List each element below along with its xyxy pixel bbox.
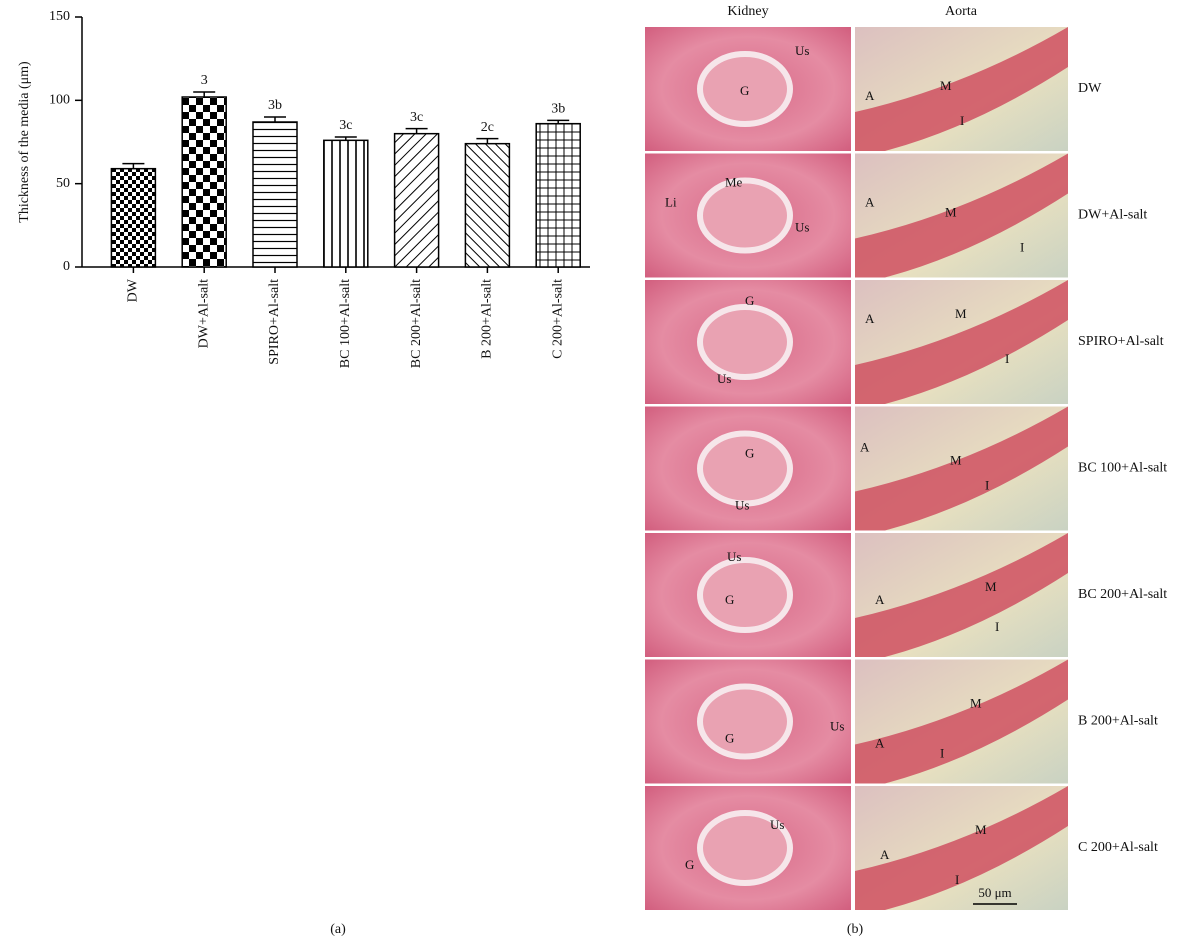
kidney-annotation: Us (830, 718, 844, 733)
y-axis-label: Thickness of the media (μm) (17, 61, 32, 223)
row-label: DW (1078, 81, 1102, 96)
x-tick-label: BC 100+Al-salt (338, 279, 353, 368)
aorta-annotation: M (940, 78, 952, 93)
kidney-annotation: Us (735, 497, 749, 512)
row-label: SPIRO+Al-salt (1078, 334, 1164, 349)
aorta-annotation: I (940, 745, 944, 760)
row-label: BC 200+Al-salt (1078, 587, 1167, 602)
bar (324, 140, 368, 267)
y-tick-label: 50 (56, 176, 70, 191)
glomerulus (700, 560, 790, 630)
aorta-annotation: I (995, 619, 999, 634)
aorta-annotation: M (945, 204, 957, 219)
bar-annotation: 3b (551, 102, 565, 117)
glomerulus (700, 307, 790, 377)
aorta-annotation: A (860, 439, 870, 454)
glomerulus (700, 181, 790, 251)
aorta-annotation: M (985, 579, 997, 594)
kidney-annotation: G (725, 592, 734, 607)
aorta-annotation: M (975, 822, 987, 837)
error-bar (122, 164, 144, 169)
y-tick-label: 0 (63, 259, 70, 274)
kidney-annotation: Us (727, 549, 741, 564)
aorta-annotation: A (865, 88, 875, 103)
aorta-annotation: M (970, 695, 982, 710)
kidney-annotation: Li (665, 194, 677, 209)
bar-annotation: 3b (268, 98, 282, 113)
bar (111, 169, 155, 267)
bar (465, 144, 509, 267)
bar-annotation: 3c (410, 110, 423, 125)
aorta-annotation: I (1005, 351, 1009, 366)
kidney-annotation: Us (717, 371, 731, 386)
kidney-annotation: G (745, 445, 754, 460)
x-tick-label: B 200+Al-salt (480, 279, 495, 359)
kidney-annotation: G (685, 857, 694, 872)
x-tick-label: DW (126, 278, 141, 302)
x-tick-label: DW+Al-salt (196, 279, 211, 348)
panel-label: (a) (330, 922, 346, 937)
aorta-annotation: M (950, 452, 962, 467)
kidney-annotation: Us (770, 817, 784, 832)
y-tick-label: 150 (49, 9, 70, 24)
aorta-annotation: I (1020, 239, 1024, 254)
x-tick-label: C 200+Al-salt (550, 279, 565, 359)
scale-bar-label: 50 μm (978, 885, 1011, 900)
glomerulus (700, 687, 790, 757)
error-bar (406, 129, 428, 134)
figure: Thickness of the media (μm) (a) (b) Kidn… (0, 0, 1199, 942)
kidney-annotation: G (725, 730, 734, 745)
x-tick-label: SPIRO+Al-salt (267, 279, 282, 365)
column-header: Kidney (727, 4, 768, 19)
aorta-annotation: M (955, 306, 967, 321)
aorta-annotation: I (955, 872, 959, 887)
row-label: BC 100+Al-salt (1078, 461, 1167, 476)
bar (536, 124, 580, 267)
kidney-annotation: Us (795, 219, 809, 234)
row-label: B 200+Al-salt (1078, 714, 1158, 729)
bar (182, 97, 226, 267)
aorta-annotation: A (865, 311, 875, 326)
row-label: DW+Al-salt (1078, 208, 1147, 223)
panel-label: (b) (847, 922, 864, 937)
x-tick-label: BC 200+Al-salt (409, 279, 424, 368)
aorta-annotation: A (875, 735, 885, 750)
error-bar (476, 139, 498, 144)
bar (253, 122, 297, 267)
glomerulus (700, 434, 790, 504)
column-header: Aorta (945, 4, 978, 19)
kidney-annotation: Me (725, 174, 743, 189)
y-tick-label: 100 (49, 93, 70, 108)
kidney-annotation: G (740, 83, 749, 98)
aorta-annotation: A (880, 847, 890, 862)
kidney-annotation: G (745, 293, 754, 308)
aorta-annotation: A (865, 194, 875, 209)
aorta-annotation: A (875, 592, 885, 607)
bar-annotation: 3 (201, 73, 208, 88)
bar-annotation: 2c (481, 120, 494, 135)
kidney-annotation: Us (795, 43, 809, 58)
bar-annotation: 3c (339, 118, 352, 133)
aorta-annotation: I (960, 113, 964, 128)
bar (395, 134, 439, 267)
row-label: C 200+Al-salt (1078, 840, 1158, 855)
aorta-annotation: I (985, 477, 989, 492)
